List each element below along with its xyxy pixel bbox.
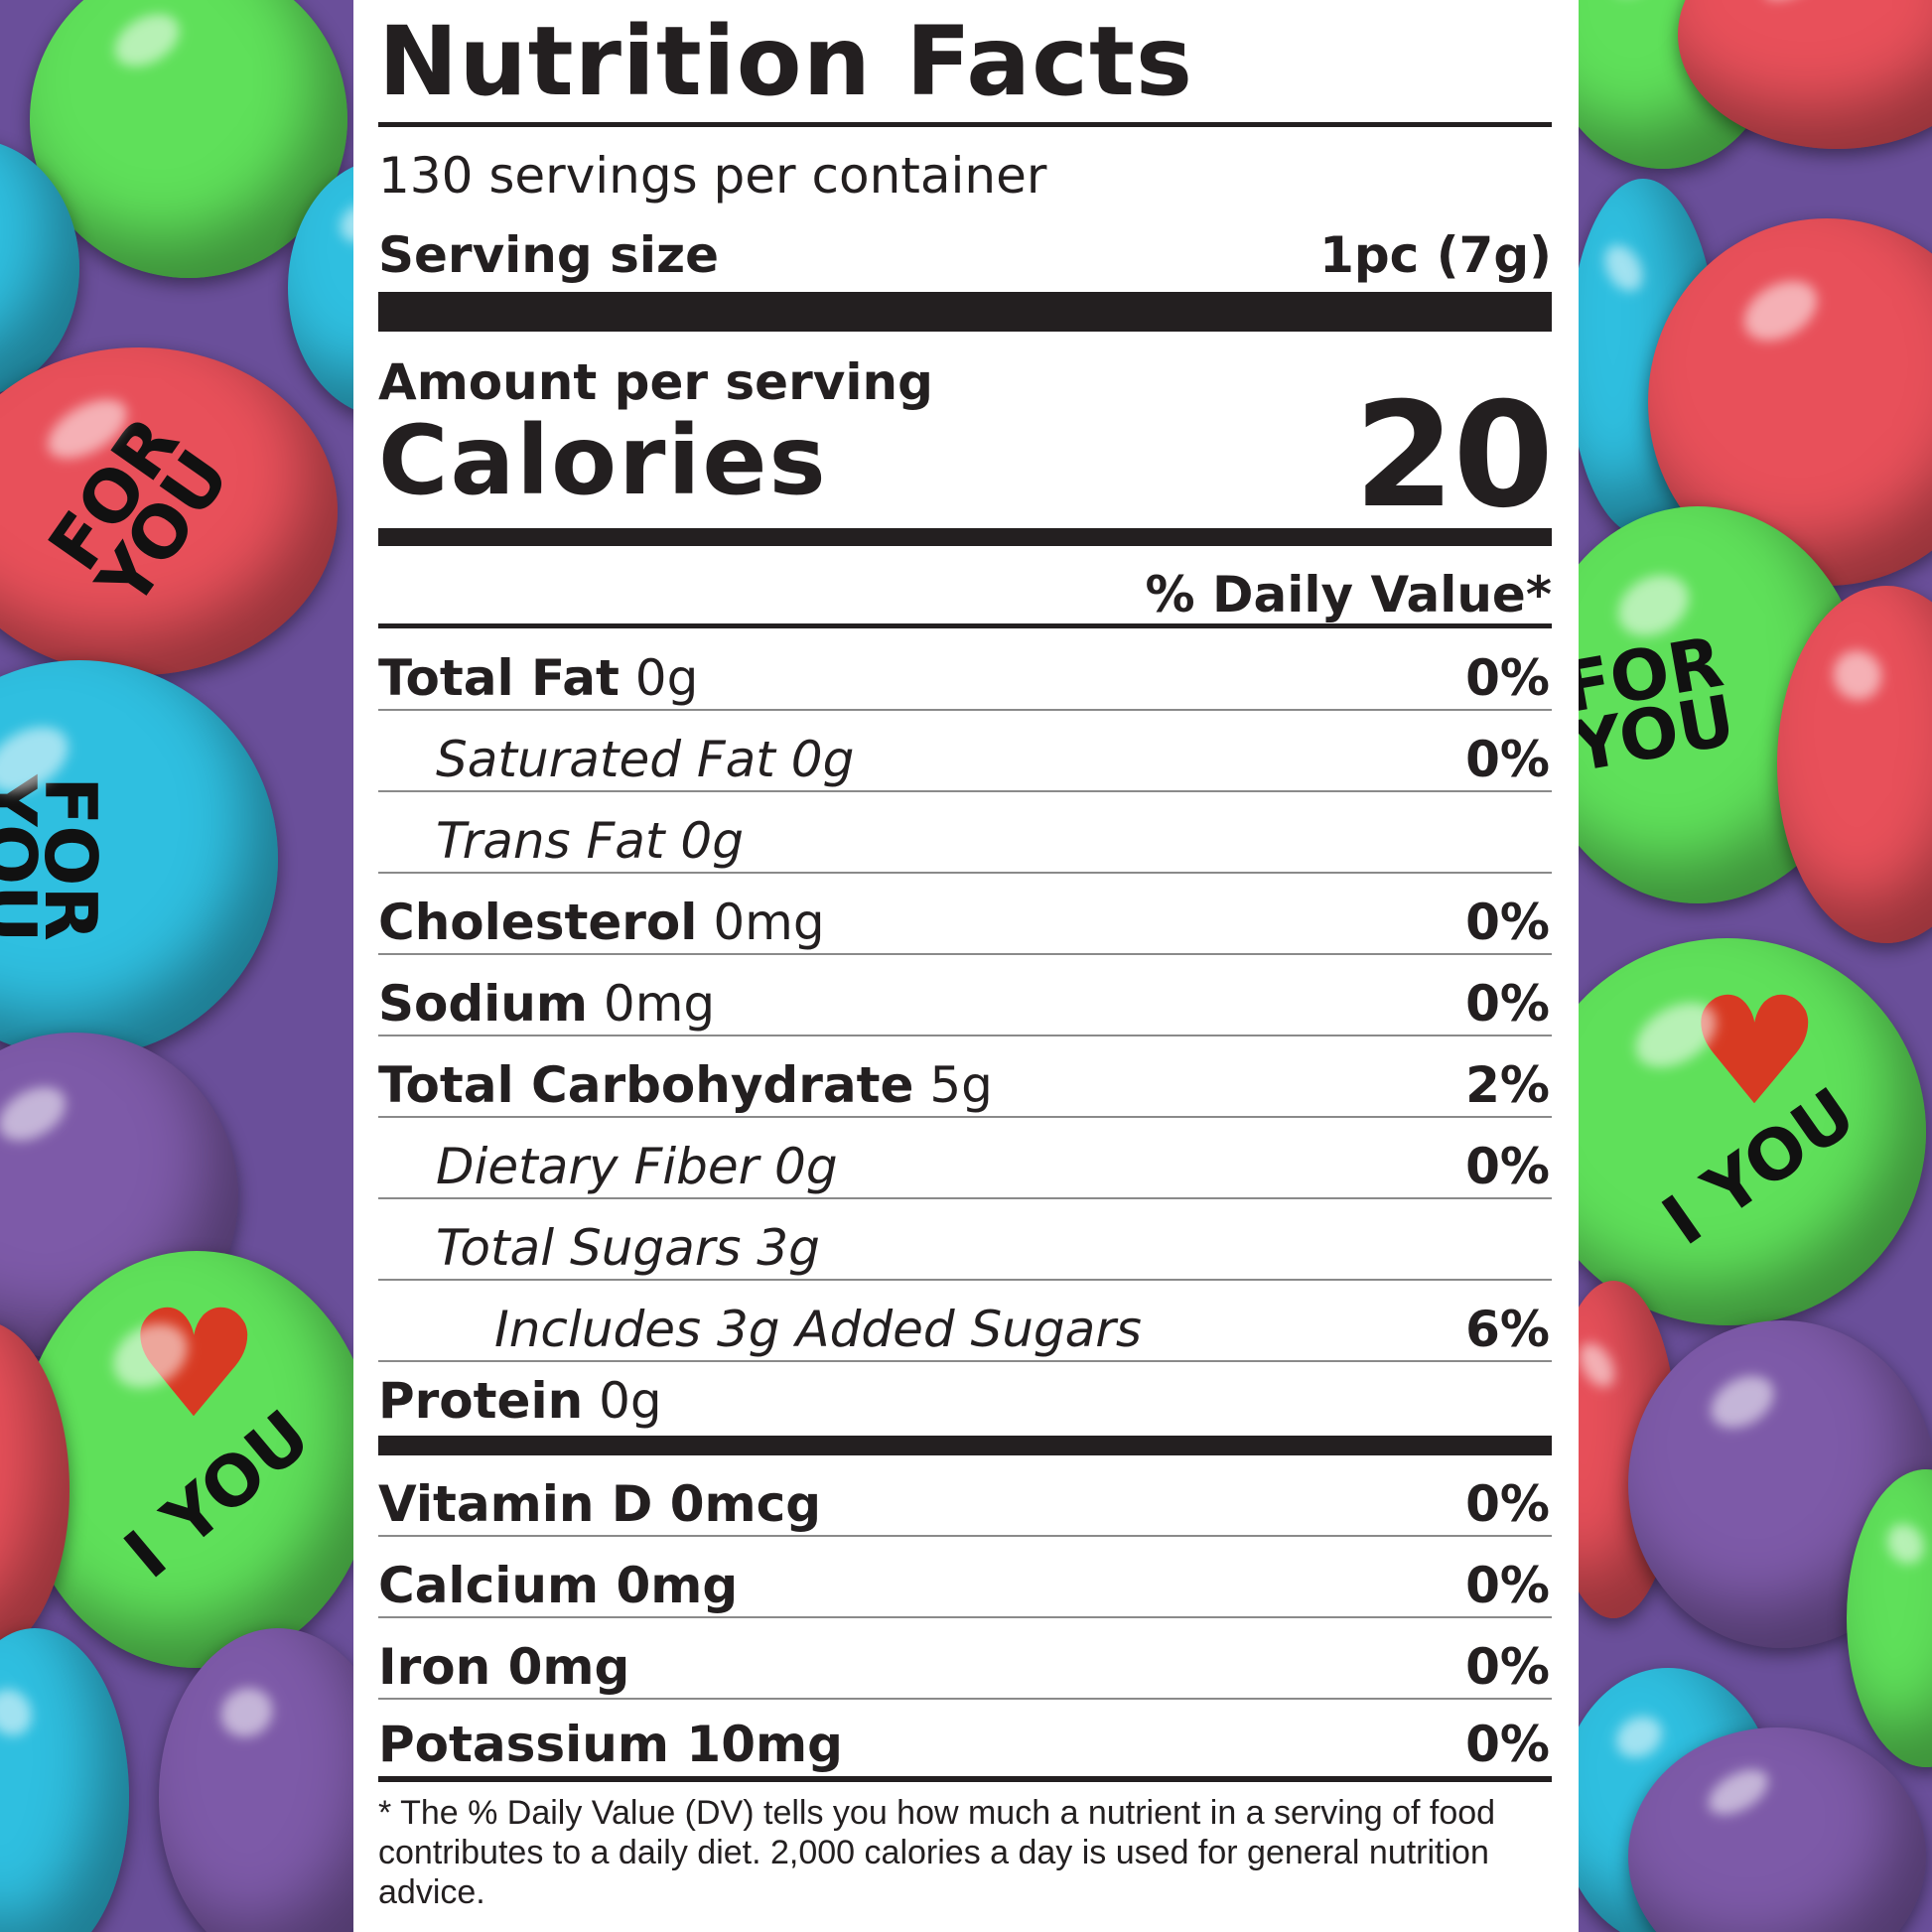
divider-thick [378, 292, 1552, 332]
vitamin-row-iron: Iron 0mg 0% [378, 1618, 1552, 1700]
nutrient-dv: 2% [1465, 1056, 1550, 1114]
serving-size-label: Serving size [378, 226, 720, 284]
candy-green: ♥ I YOU [18, 1251, 375, 1668]
nutrient-row-protein: Protein 0g [378, 1362, 1552, 1432]
candy-text: FOR YOU [32, 402, 246, 621]
nutrient-row-total-fat: Total Fat 0g 0% [378, 629, 1552, 711]
nutrition-label: Nutrition Facts 130 servings per contain… [353, 0, 1579, 1932]
divider-thick [378, 1436, 1552, 1455]
nutrient-row-dietary-fiber: Dietary Fiber 0g 0% [378, 1118, 1552, 1199]
vitamin-dv: 0% [1465, 1638, 1550, 1696]
nutrient-name: Sodium 0mg [378, 975, 716, 1033]
nutrient-dv: 0% [1465, 731, 1550, 788]
candy-blue: FOR YOU [0, 660, 278, 1057]
vitamin-name: Iron 0mg [378, 1638, 630, 1696]
vitamin-dv: 0% [1465, 1716, 1550, 1773]
nutrient-name: Total Carbohydrate 5g [378, 1056, 993, 1114]
daily-value-footnote: * The % Daily Value (DV) tells you how m… [378, 1794, 1496, 1911]
nutrient-dv: 6% [1465, 1301, 1550, 1358]
heart-icon: ♥ [127, 1279, 261, 1451]
nutrient-row-saturated-fat: Saturated Fat 0g 0% [378, 711, 1552, 792]
nutrient-name: Saturated Fat 0g [436, 731, 855, 788]
candy-green: ♥ I YOU [1529, 938, 1926, 1325]
nutrient-row-cholesterol: Cholesterol 0mg 0% [378, 874, 1552, 955]
nutrient-dv: 0% [1465, 894, 1550, 951]
label-title: Nutrition Facts [378, 6, 1194, 117]
nutrient-dv: 0% [1465, 1138, 1550, 1195]
candy-red: FOR YOU [0, 347, 338, 675]
candy-purple [1628, 1727, 1926, 1932]
candy-green [30, 0, 347, 278]
vitamin-row-vitamin-d: Vitamin D 0mcg 0% [378, 1455, 1552, 1537]
nutrient-row-trans-fat: Trans Fat 0g [378, 792, 1552, 874]
nutrient-row-sodium: Sodium 0mg 0% [378, 955, 1552, 1036]
nutrient-row-added-sugars: Includes 3g Added Sugars 6% [378, 1281, 1552, 1362]
nutrient-name: Total Sugars 3g [436, 1219, 820, 1277]
nutrient-name: Dietary Fiber 0g [436, 1138, 838, 1195]
vitamin-name: Potassium 10mg [378, 1716, 843, 1773]
vitamin-name: Calcium 0mg [378, 1557, 739, 1614]
nutrient-name: Protein 0g [378, 1372, 662, 1430]
vitamin-name: Vitamin D 0mcg [378, 1475, 822, 1533]
vitamin-dv: 0% [1465, 1557, 1550, 1614]
divider-medium [378, 623, 1552, 628]
daily-value-header: % Daily Value* [1145, 566, 1552, 623]
nutrient-name: Trans Fat 0g [436, 812, 744, 870]
divider-medium [378, 1776, 1552, 1782]
divider-thick [378, 528, 1552, 546]
nutrient-dv: 0% [1465, 975, 1550, 1033]
nutrient-dv: 0% [1465, 649, 1550, 707]
nutrient-row-total-sugars: Total Sugars 3g [378, 1199, 1552, 1281]
nutrient-name: Total Fat 0g [378, 649, 699, 707]
divider-medium [378, 122, 1552, 127]
nutrient-name: Includes 3g Added Sugars [494, 1301, 1142, 1358]
vitamin-row-potassium: Potassium 10mg 0% [378, 1700, 1552, 1775]
candy-blue [0, 1628, 129, 1932]
amount-per-serving: Amount per serving [378, 353, 933, 411]
calories-label: Calories [378, 405, 828, 516]
vitamin-dv: 0% [1465, 1475, 1550, 1533]
nutrient-name: Cholesterol 0mg [378, 894, 825, 951]
calories-value: 20 [1353, 371, 1554, 540]
candy-text: FOR YOU [0, 774, 113, 943]
serving-size-value: 1pc (7g) [1319, 226, 1552, 284]
nutrient-row-total-carbohydrate: Total Carbohydrate 5g 2% [378, 1036, 1552, 1118]
heart-icon: ♥ [1688, 966, 1822, 1139]
vitamin-row-calcium: Calcium 0mg 0% [378, 1537, 1552, 1618]
servings-per-container: 130 servings per container [378, 147, 1047, 205]
